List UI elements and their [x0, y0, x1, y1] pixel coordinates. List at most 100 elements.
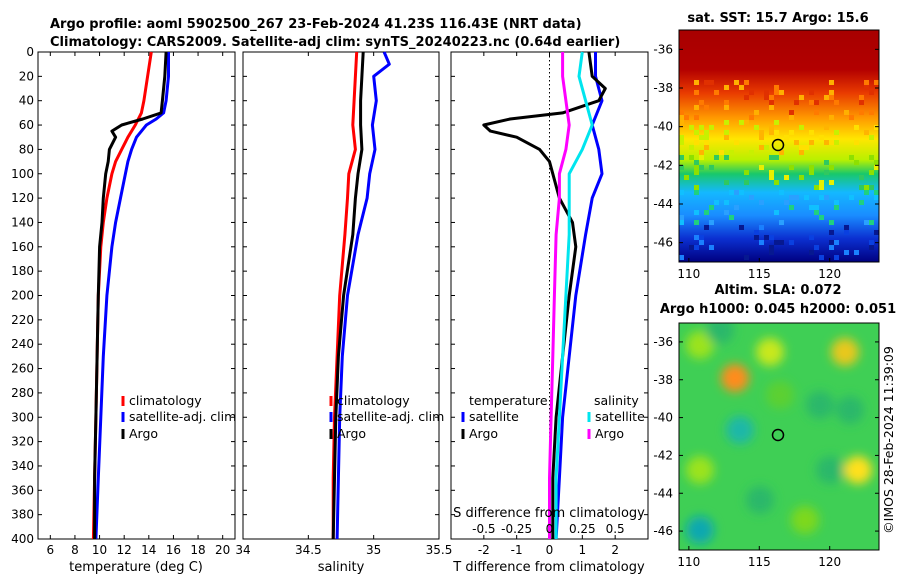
sst-pixel — [864, 190, 869, 195]
sla-blob — [836, 396, 864, 424]
map-y-tick-label: -46 — [653, 524, 673, 538]
sst-pixel — [704, 135, 709, 140]
map-y-tick-label: -38 — [653, 81, 673, 95]
sst-pixel — [749, 90, 754, 95]
sst-pixel — [869, 135, 874, 140]
sst-pixel — [809, 170, 814, 175]
sst-pixel — [819, 185, 824, 190]
sst-pixel — [694, 170, 699, 175]
temperature-plot-frame — [37, 51, 236, 540]
sst-pixel — [704, 225, 709, 230]
map-x-tick-label: 110 — [677, 555, 700, 569]
sst-pixel — [734, 80, 739, 85]
s-diff-tick-label: 0 — [546, 522, 554, 536]
y-tick-label: 260 — [11, 362, 34, 376]
footer-timestamp: ©IMOS 28-Feb-2024 11:39:09 — [881, 346, 896, 534]
y-tick-label: 240 — [11, 337, 34, 351]
map-y-tick-label: -36 — [653, 335, 673, 349]
sst-pixel — [744, 255, 749, 260]
map-y-tick-label: -42 — [653, 448, 673, 462]
sst-pixel — [704, 210, 709, 215]
sst-pixel — [689, 145, 694, 150]
series-line-salinity-satellite — [554, 51, 594, 539]
sst-pixel — [814, 245, 819, 250]
sla-blob — [791, 506, 819, 534]
sst-pixel — [704, 145, 709, 150]
sst-pixel — [739, 190, 744, 195]
sst-pixel — [744, 120, 749, 125]
sst-pixel — [769, 245, 774, 250]
sst-pixel — [759, 130, 764, 135]
sst-pixel — [834, 240, 839, 245]
series-line-argo — [331, 51, 365, 540]
sst-pixel — [854, 250, 859, 255]
sst-pixel — [744, 170, 749, 175]
y-tick-label: 220 — [11, 313, 34, 327]
sst-pixel — [769, 250, 774, 255]
sst-pixel — [809, 165, 814, 170]
sst-pixel — [779, 190, 784, 195]
sst-pixel — [724, 200, 729, 205]
sst-pixel — [774, 155, 779, 160]
legend-label-temp-argo: Argo — [469, 426, 498, 441]
sst-pixel — [679, 120, 684, 125]
y-tick-label: 0 — [26, 45, 34, 59]
sst-pixel — [694, 115, 699, 120]
sst-pixel — [764, 235, 769, 240]
sst-pixel — [854, 160, 859, 165]
sst-pixel — [844, 230, 849, 235]
sst-pixel — [709, 125, 714, 130]
sst-pixel — [779, 240, 784, 245]
legend-label-climatology: climatology — [337, 393, 410, 408]
sst-pixel — [694, 235, 699, 240]
sst-pixel — [849, 195, 854, 200]
sst-pixel — [759, 145, 764, 150]
sst-pixel — [874, 195, 879, 200]
sst-pixel — [784, 175, 789, 180]
t-difference-xlabel: T difference from climatology — [452, 560, 645, 575]
sst-pixel — [744, 80, 749, 85]
sla-blob — [816, 456, 844, 484]
sla-blob — [766, 381, 794, 409]
sst-pixel — [869, 90, 874, 95]
sst-pixel — [789, 115, 794, 120]
sst-pixel — [804, 145, 809, 150]
sst-pixel — [759, 225, 764, 230]
sst-pixel — [799, 145, 804, 150]
sst-pixel — [824, 170, 829, 175]
sst-pixel — [834, 255, 839, 260]
sst-pixel — [774, 85, 779, 90]
sst-pixel — [809, 100, 814, 105]
sst-pixel — [734, 140, 739, 145]
sst-pixel — [794, 140, 799, 145]
salinity-panel: 34 34.5 35 35.5 salinity climatology satell… — [235, 51, 452, 575]
x-tick-label: 35 — [366, 543, 381, 557]
y-tick-label: 400 — [11, 532, 34, 546]
sla-blob — [844, 456, 872, 484]
sst-pixel — [769, 170, 774, 175]
y-tick-label: 200 — [11, 289, 34, 303]
sst-pixel — [769, 95, 774, 100]
sst-pixel — [789, 240, 794, 245]
sla-map-title: Altim. SLA: 0.072 — [715, 283, 842, 298]
sst-pixel — [834, 100, 839, 105]
sst-pixel — [829, 95, 834, 100]
sla-blob — [831, 338, 859, 366]
sst-pixel — [869, 170, 874, 175]
sst-argo-marker — [771, 138, 785, 152]
sst-pixel — [844, 110, 849, 115]
legend-label-temp-satellite: satellite — [469, 409, 519, 424]
y-tick-label: 120 — [11, 191, 34, 205]
sst-pixel — [799, 150, 804, 155]
sst-pixel — [764, 90, 769, 95]
sst-pixel — [814, 210, 819, 215]
sla-blob — [726, 416, 754, 444]
series-line-salinity-argo — [548, 52, 571, 539]
difference-legend: temperature salinity satellite Argo sate… — [461, 393, 645, 441]
x-tick-label: 0 — [546, 543, 554, 557]
sst-pixel — [689, 155, 694, 160]
sst-pixel — [864, 220, 869, 225]
sst-map: sat. SST: 15.7 Argo: 15.6 -36 -38 -40 -42 -4… — [653, 11, 880, 281]
y-tick-label: 60 — [19, 118, 34, 132]
sst-pixel — [819, 255, 824, 260]
